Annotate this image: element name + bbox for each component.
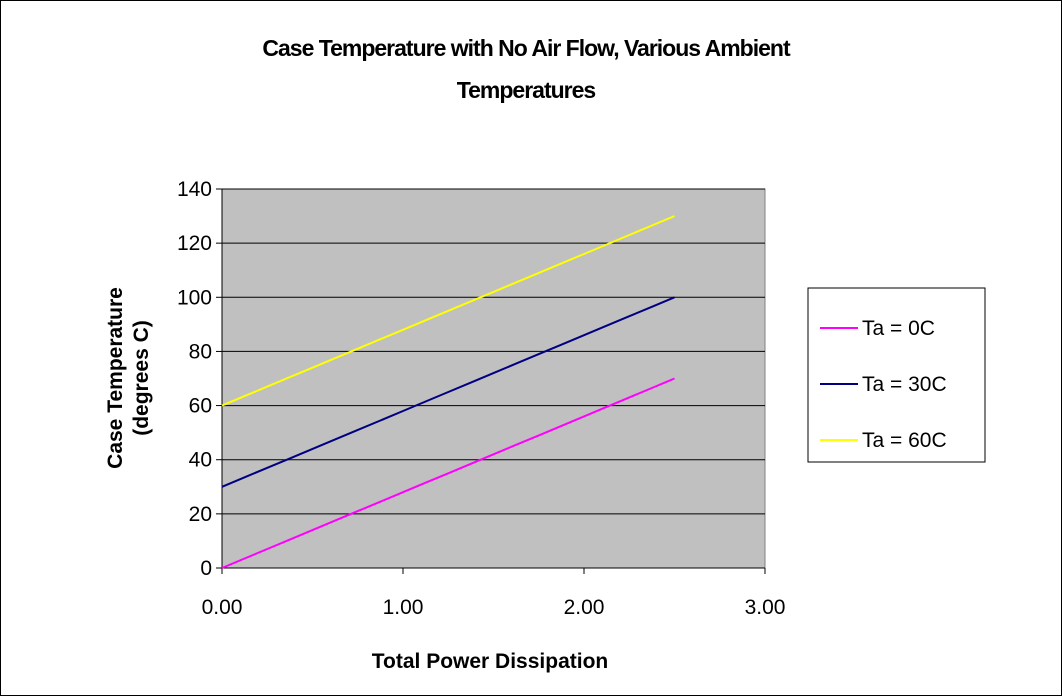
series-lines: [221, 215, 675, 569]
x-tick-label: 2.00: [564, 596, 605, 619]
x-tick-label: 1.00: [383, 596, 424, 619]
y-tick-label: 140: [177, 178, 212, 201]
y-tick-label: 20: [189, 503, 212, 526]
x-axis-ticks: 0.00 1.00 2.00 3.00: [202, 568, 786, 619]
y-tick-label: 0: [200, 557, 212, 580]
y-tick-label: 100: [177, 286, 212, 309]
legend-label-2: Ta = 30C: [862, 373, 947, 396]
series-line-2: [221, 296, 675, 488]
y-tick-label: 40: [189, 449, 212, 472]
y-axis-title-line-1: Case Temperature: [104, 287, 127, 469]
legend: Ta = 0C Ta = 30C Ta = 60C: [807, 287, 986, 463]
legend-label-3: Ta = 60C: [862, 429, 947, 452]
y-axis-title-line-2: (degrees C): [130, 320, 153, 436]
x-tick-label: 3.00: [745, 596, 786, 619]
plot-area: [221, 188, 766, 569]
plot-background: [221, 188, 766, 569]
y-tick-label: 120: [177, 232, 212, 255]
legend-label-1: Ta = 0C: [862, 317, 935, 340]
y-axis-ticks: 0 20 40 60 80 100 120 140: [177, 178, 222, 580]
series-line-1: [221, 377, 675, 569]
y-tick-label: 80: [189, 340, 212, 363]
chart-title-line-2: Temperatures: [457, 77, 596, 103]
y-axis-title: Case Temperature (degrees C): [104, 287, 153, 469]
y-tick-label: 60: [189, 395, 212, 418]
chart-title-line-1: Case Temperature with No Air Flow, Vario…: [262, 35, 791, 61]
x-tick-label: 0.00: [202, 596, 243, 619]
series-line-3: [221, 215, 675, 407]
legend-box: [807, 287, 986, 463]
x-axis-title: Total Power Dissipation: [372, 650, 608, 673]
